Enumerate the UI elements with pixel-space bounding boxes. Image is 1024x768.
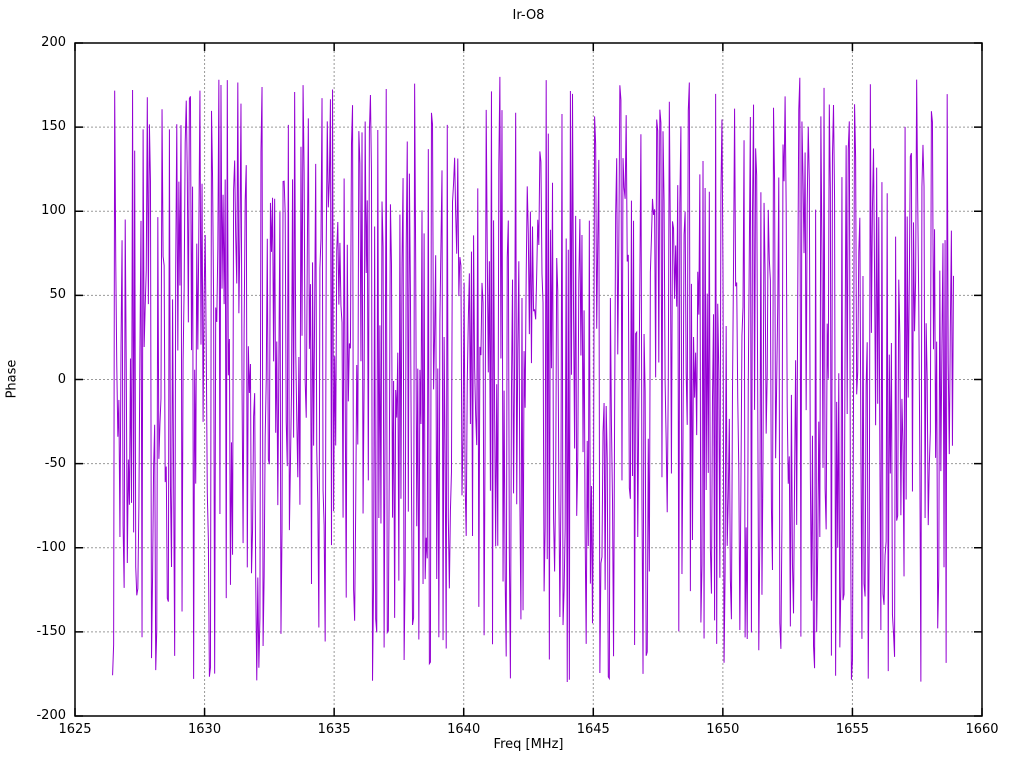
y-tick-label: -150 <box>36 623 66 639</box>
y-tick-label: -200 <box>36 708 66 723</box>
y-tick-label: 0 <box>57 371 66 387</box>
x-tick-label: 1640 <box>447 722 481 737</box>
chart-title: Ir-O8 <box>512 8 545 23</box>
x-tick-label: 1630 <box>188 722 222 737</box>
x-tick-label: 1655 <box>835 722 869 737</box>
x-tick-label: 1650 <box>706 722 740 737</box>
x-tick-label: 1660 <box>965 722 999 737</box>
y-tick-label: 100 <box>41 203 66 219</box>
y-tick-label: -100 <box>36 539 66 555</box>
x-tick-label: 1635 <box>317 722 351 737</box>
y-tick-label: 150 <box>41 119 66 135</box>
y-tick-label: -50 <box>44 455 66 471</box>
phase-trace <box>112 76 954 683</box>
x-tick-label: 1645 <box>576 722 610 737</box>
x-tick-label: 1625 <box>58 722 92 737</box>
x-axis-label: Freq [MHz] <box>493 737 564 752</box>
y-tick-label: 50 <box>49 287 66 303</box>
y-tick-label: 200 <box>41 35 66 50</box>
